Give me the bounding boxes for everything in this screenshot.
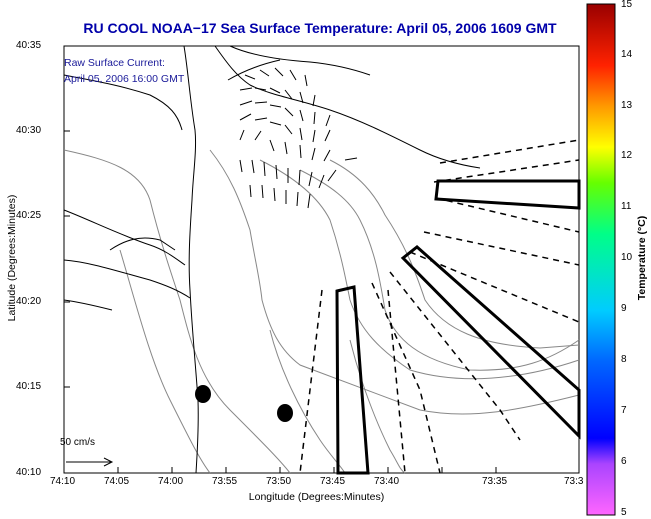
colorbar-tick-label: 14 [621,49,633,60]
x-tick-label: 74:00 [158,476,184,487]
y-tick-label: 40:20 [16,296,42,307]
x-tick-label: 74:10 [50,476,76,487]
y-axis-label: Latitude (Degrees:Minutes) [6,194,18,322]
x-tick-label: 73:35 [482,476,508,487]
buoy-marker [277,404,293,422]
current-vectors [239,67,358,209]
survey-boxes [335,179,581,475]
plot-frame [63,45,580,474]
map-title: RU COOL NOAA−17 Sea Surface Temperature:… [83,20,557,36]
colorbar-tick-label: 10 [621,252,633,263]
y-tick-label: 40:35 [16,40,42,51]
x-tick-label: 73:50 [266,476,292,487]
x-tick-label: 73:55 [212,476,238,487]
colorbar-tick-label: 12 [621,150,633,161]
colorbar-tick-label: 8 [621,354,627,365]
y-tick-label: 40:15 [16,381,42,392]
axis-ticks [64,130,497,473]
x-tick-label: 73:45 [320,476,346,487]
colorbar-tick-label: 13 [621,100,633,111]
colorbar [586,3,616,516]
colorbar-tick-label: 5 [621,507,627,518]
y-tick-label: 40:25 [16,210,42,221]
colorbar-tick-label: 7 [621,405,627,416]
scale-arrow [66,457,114,467]
colorbar-tick-label: 9 [621,303,627,314]
buoy-marker [195,385,211,403]
current-label: Raw Surface Current: [64,57,165,69]
x-axis-label: Longitude (Degrees:Minutes) [248,491,385,503]
colorbar-tick-label: 6 [621,456,627,467]
coastline [63,45,481,474]
colorbar-tick-label: 15 [621,0,633,10]
x-tick-label: 73:40 [374,476,400,487]
survey-lines [299,139,580,474]
current-date: April 05, 2006 16:00 GMT [64,73,185,85]
x-tick-label: 74:05 [104,476,130,487]
colorbar-label: Temperature (°C) [636,215,648,301]
colorbar-tick-label: 11 [621,201,632,212]
y-tick-label: 40:10 [16,467,42,478]
x-tick-label: 73:3 [564,476,584,487]
scale-label: 50 cm/s [60,437,96,448]
y-tick-label: 40:30 [16,125,42,136]
